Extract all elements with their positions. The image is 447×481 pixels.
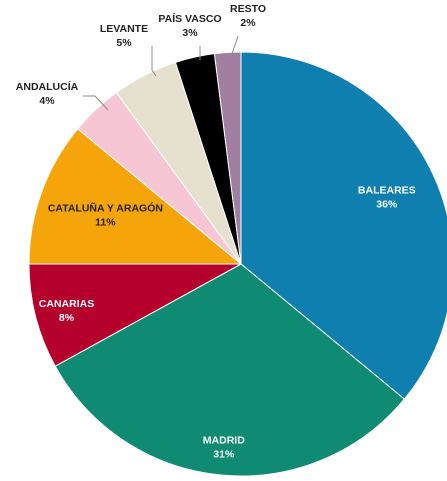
slice-label-madrid: MADRID bbox=[203, 435, 245, 447]
slice-value-baleares: 36% bbox=[376, 198, 398, 210]
leader-line-resto bbox=[231, 35, 239, 55]
slice-value-andalucia: 4% bbox=[39, 95, 55, 107]
slice-value-madrid: 31% bbox=[213, 449, 235, 461]
slice-label-baleares: BALEARES bbox=[358, 184, 416, 196]
slice-value-canarias: 8% bbox=[59, 312, 75, 324]
pie-slice-baleares bbox=[240, 51, 447, 400]
pie-labels: BALEARES 36% MADRID 31% CANARIAS 8% CATALUÑA Y… bbox=[16, 3, 416, 461]
slice-value-levante: 5% bbox=[116, 37, 132, 49]
leader-line-andalucia bbox=[83, 95, 109, 111]
slice-value-cataluna-y-aragon: 11% bbox=[95, 217, 116, 229]
slice-value-pais-vasco: 3% bbox=[182, 27, 198, 39]
slice-label-cataluna-y-aragon: CATALUÑA Y ARAGÓN bbox=[48, 202, 163, 215]
leader-line-levante bbox=[151, 46, 157, 77]
slice-label-pais-vasco: PAÍS VASCO bbox=[158, 12, 221, 25]
pie-slice-resto bbox=[213, 51, 242, 265]
slice-value-resto: 2% bbox=[240, 17, 256, 29]
slice-label-levante: LEVANTE bbox=[100, 23, 148, 35]
pie-slices bbox=[28, 51, 447, 477]
slice-label-resto: RESTO bbox=[230, 3, 266, 15]
pie-slice-canarias bbox=[28, 263, 242, 367]
pie-slice-cataluna-y-aragon bbox=[28, 128, 243, 265]
slice-label-canarias: CANARIAS bbox=[39, 298, 94, 310]
pie-slice-madrid bbox=[54, 263, 406, 477]
slice-label-andalucia: ANDALUCÍA bbox=[16, 80, 79, 93]
